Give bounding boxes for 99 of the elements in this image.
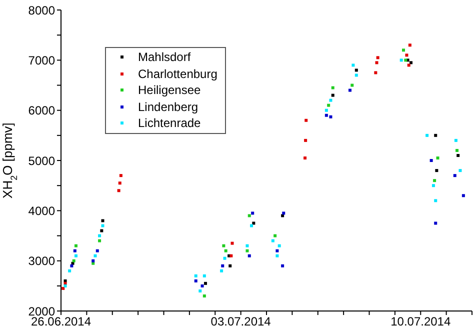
- point: [453, 174, 456, 178]
- y-tick-label: 3000: [28, 254, 56, 268]
- point: [400, 58, 403, 62]
- point: [281, 264, 284, 268]
- point: [222, 244, 226, 248]
- point: [274, 234, 277, 238]
- point: [92, 259, 95, 262]
- point: [224, 249, 228, 252]
- point: [246, 249, 249, 252]
- point: [408, 44, 412, 47]
- point: [62, 286, 65, 290]
- point: [252, 222, 256, 225]
- point: [329, 98, 332, 102]
- point: [409, 61, 412, 64]
- point: [94, 254, 97, 258]
- y-tick-label: 7000: [28, 53, 56, 68]
- point: [432, 184, 435, 188]
- point: [248, 214, 251, 218]
- y-tick-label: 8000: [28, 3, 56, 18]
- x-tick-label: 03.07.2014: [210, 314, 272, 329]
- point: [98, 234, 102, 238]
- legend-label: Heiligensee: [138, 82, 201, 98]
- point: [304, 138, 308, 142]
- x-tick-label: 10.07.2014: [390, 314, 451, 329]
- point: [118, 182, 122, 185]
- point: [435, 169, 438, 172]
- point: [331, 86, 334, 90]
- point: [376, 56, 380, 60]
- point: [324, 108, 328, 112]
- legend-label: Lichtenrade: [138, 115, 201, 132]
- point: [304, 156, 307, 160]
- point: [101, 219, 104, 222]
- point: [278, 244, 281, 248]
- point: [223, 256, 226, 260]
- legend-label: Lindenberg: [138, 98, 198, 115]
- point: [74, 254, 78, 258]
- point: [374, 71, 378, 74]
- point: [194, 274, 198, 278]
- point: [331, 94, 334, 97]
- point: [117, 189, 120, 192]
- point: [352, 64, 355, 67]
- legend-label: Charlottenburg: [138, 66, 218, 82]
- point: [221, 264, 224, 268]
- point: [327, 104, 330, 107]
- point: [64, 284, 67, 288]
- point: [456, 148, 459, 152]
- point: [98, 239, 102, 242]
- point: [282, 212, 286, 215]
- point: [271, 239, 274, 242]
- point: [251, 212, 254, 215]
- point: [228, 264, 232, 268]
- point: [350, 84, 354, 87]
- point: [304, 118, 308, 122]
- point: [70, 264, 74, 268]
- point: [402, 48, 405, 52]
- point: [454, 138, 458, 142]
- point: [434, 222, 438, 225]
- point: [198, 289, 202, 292]
- point: [324, 114, 328, 117]
- point: [436, 156, 440, 160]
- point: [430, 159, 433, 162]
- point: [100, 229, 104, 232]
- point: [329, 115, 332, 118]
- point: [433, 179, 436, 182]
- point: [250, 224, 254, 228]
- point: [434, 134, 438, 137]
- legend-label: Mahlsdorf: [138, 49, 191, 66]
- point: [354, 68, 358, 72]
- point: [434, 199, 438, 202]
- point: [246, 244, 249, 248]
- point: [354, 74, 358, 77]
- point: [220, 269, 224, 272]
- point: [230, 242, 234, 245]
- y-tick-label: 5000: [28, 154, 56, 168]
- point: [101, 224, 104, 228]
- point: [375, 61, 378, 64]
- point: [456, 154, 460, 157]
- point: [72, 259, 76, 262]
- point: [119, 174, 122, 178]
- point: [458, 169, 462, 172]
- point: [348, 88, 352, 92]
- point: [276, 249, 279, 252]
- point: [407, 64, 410, 67]
- point: [276, 254, 279, 258]
- point: [426, 134, 429, 137]
- point: [73, 249, 76, 252]
- point: [68, 269, 72, 272]
- point: [202, 294, 206, 298]
- point: [248, 254, 251, 258]
- y-tick-label: 4000: [28, 204, 56, 218]
- point: [194, 279, 198, 282]
- point: [74, 244, 78, 248]
- point: [202, 274, 206, 278]
- point: [405, 54, 408, 57]
- y-tick-label: 6000: [28, 104, 56, 118]
- point: [462, 194, 465, 198]
- point: [204, 282, 207, 285]
- point: [96, 249, 99, 252]
- point: [200, 284, 204, 288]
